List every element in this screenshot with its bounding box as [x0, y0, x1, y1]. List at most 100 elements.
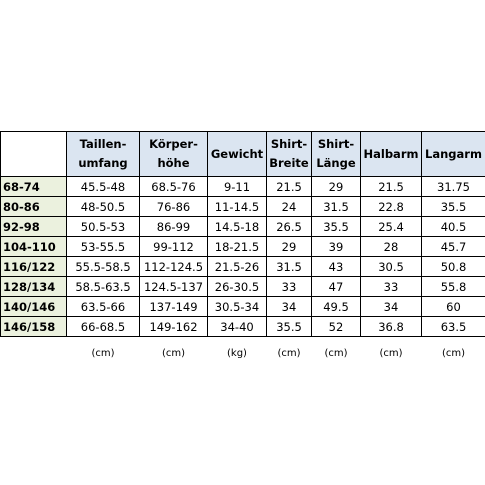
value-cell: 21.5-26	[207, 256, 267, 277]
data-row: 80-86 48-50.5 76-86 11-14.5 24 31.5 22.8 35.5	[0, 196, 485, 217]
size-cell: 80-86	[0, 196, 67, 217]
cell-text: (cm)	[441, 348, 466, 359]
value-cell: 21.5	[266, 176, 312, 197]
cell-text: 52	[328, 319, 344, 334]
cell-text: 140/146	[3, 299, 56, 314]
cell-text: Länge	[316, 156, 356, 170]
cell-text: 34-40	[220, 319, 254, 334]
size-cell: 104-110	[0, 236, 67, 257]
cell-text: 18-21.5	[214, 239, 260, 254]
cell-text: 68-74	[3, 179, 40, 194]
unit-cell: (cm)	[67, 337, 140, 359]
size-cell: 92-98	[0, 216, 67, 237]
header-cell: Shirt- Breite	[266, 131, 312, 177]
value-cell: 76-86	[139, 196, 208, 217]
cell-text: Langarm	[425, 146, 482, 161]
cell-text: 31.5	[323, 199, 349, 214]
data-row: 128/134 58.5-63.5 124.5-137 26-30.5 33 47 33 55…	[0, 276, 485, 297]
header-cell: Taillen-umfang	[66, 131, 140, 177]
corner-cell	[0, 131, 67, 177]
unit-cell: (cm)	[361, 337, 422, 359]
cell-text: 29	[328, 179, 344, 194]
cell-text: Breite	[269, 156, 309, 170]
value-cell: 31.75	[421, 176, 485, 197]
unit-cell: (cm)	[140, 337, 208, 359]
cell-text: 49.5	[323, 299, 349, 314]
cell-text: 30.5-34	[214, 299, 260, 314]
cell-text: 50.8	[440, 259, 467, 274]
unit-cell: (cm)	[312, 337, 361, 359]
cell-text: 104-110	[3, 239, 56, 254]
header-cell: Körper-höhe	[139, 131, 208, 177]
cell-text: 35.5	[440, 199, 467, 214]
cell-text: 146/158	[3, 319, 56, 334]
value-cell: 40.5	[421, 216, 485, 237]
cell-text: 124.5-137	[143, 279, 204, 294]
cell-text: (cm)	[161, 348, 186, 359]
size-cell: 68-74	[0, 176, 67, 197]
value-cell: 124.5-137	[139, 276, 208, 297]
value-cell: 66-68.5	[66, 316, 140, 337]
value-cell: 49.5	[311, 296, 361, 317]
cell-text: 35.5	[276, 319, 302, 334]
value-cell: 26-30.5	[207, 276, 267, 297]
cell-text: 28	[383, 239, 399, 254]
value-cell: 55.8	[421, 276, 485, 297]
cell-text: Taillen-	[79, 137, 127, 151]
value-cell: 63.5-66	[66, 296, 140, 317]
value-cell: 58.5-63.5	[66, 276, 140, 297]
cell-text: 25.4	[378, 219, 404, 234]
value-cell: 29	[311, 176, 361, 197]
value-cell: 47	[311, 276, 361, 297]
value-cell: 34-40	[207, 316, 267, 337]
value-cell: 35.5	[421, 196, 485, 217]
data-row: 68-74 45.5-48 68.5-76 9-11 21.5 29 21.5 31.75	[0, 176, 485, 197]
value-cell: 31.5	[311, 196, 361, 217]
data-row: 140/146 63.5-66 137-149 30.5-34 34 49.5 34 60	[0, 296, 485, 317]
data-row: 146/158 66-68.5 149-162 34-40 35.5 52 36.8 63.5	[0, 316, 485, 337]
cell-text: Halbarm	[363, 146, 419, 161]
value-cell: 86-99	[139, 216, 208, 237]
cell-text: 55.8	[440, 279, 467, 294]
cell-text: 55.5-58.5	[75, 259, 131, 274]
cell-text: 137-149	[149, 299, 198, 314]
value-cell: 112-124.5	[139, 256, 208, 277]
cell-text: (cm)	[379, 348, 403, 359]
cell-text: 47	[328, 279, 344, 294]
cell-text: 63.5	[440, 319, 467, 334]
cell-text: 116/122	[3, 259, 56, 274]
value-cell: 30.5	[360, 256, 422, 277]
value-cell: 18-21.5	[207, 236, 267, 257]
cell-text: Shirt-	[270, 137, 308, 151]
cell-text: 21.5	[378, 179, 404, 194]
header-cell: Langarm	[421, 131, 485, 177]
value-cell: 63.5	[421, 316, 485, 337]
value-cell: 50.8	[421, 256, 485, 277]
cell-text: 33	[383, 279, 399, 294]
cell-text: 66-68.5	[80, 319, 126, 334]
unit-cell: (cm)	[422, 337, 485, 359]
cell-text: 92-98	[3, 219, 40, 234]
cell-text: 21.5	[276, 179, 302, 194]
unit-cell: (kg)	[208, 337, 267, 359]
cell-text: Gewicht	[210, 146, 264, 161]
value-cell: 35.5	[311, 216, 361, 237]
value-cell: 9-11	[207, 176, 267, 197]
cell-text: (kg)	[227, 348, 247, 359]
cell-text: 63.5-66	[80, 299, 126, 314]
value-cell: 55.5-58.5	[66, 256, 140, 277]
value-cell: 137-149	[139, 296, 208, 317]
cell-text: 149-162	[149, 319, 198, 334]
cell-text: 34	[281, 299, 297, 314]
cell-text: 40.5	[440, 219, 467, 234]
cell-text: 80-86	[3, 199, 40, 214]
cell-text: 99-112	[153, 239, 194, 254]
size-cell: 140/146	[0, 296, 67, 317]
value-cell: 28	[360, 236, 422, 257]
value-cell: 45.7	[421, 236, 485, 257]
cell-text: (cm)	[91, 348, 115, 359]
value-cell: 33	[360, 276, 422, 297]
cell-text: 21.5-26	[214, 259, 260, 274]
cell-text: 50.5-53	[80, 219, 126, 234]
